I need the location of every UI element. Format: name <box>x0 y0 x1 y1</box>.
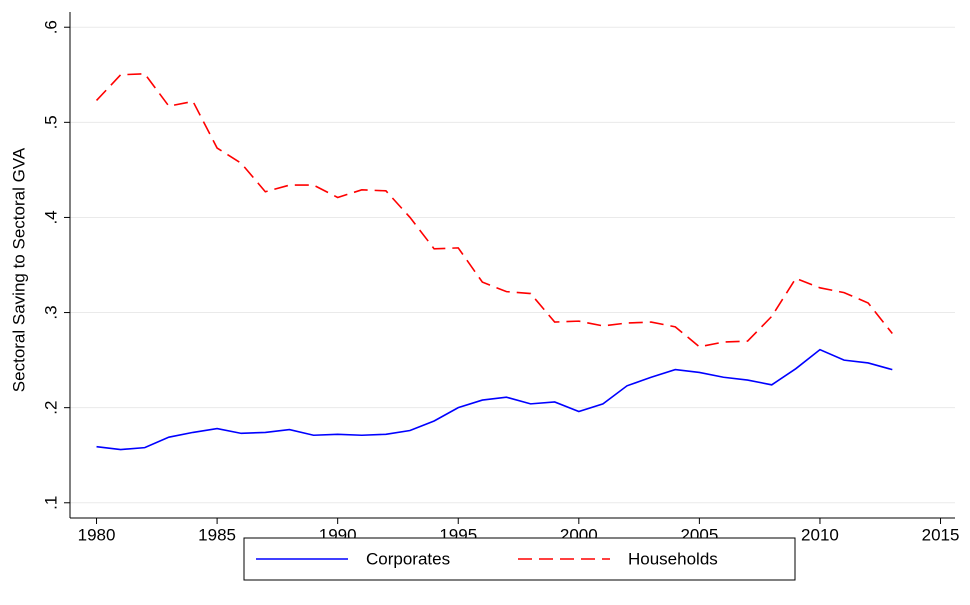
y-tick-label: .2 <box>41 401 60 415</box>
series-line <box>96 348 893 451</box>
y-tick-label: .5 <box>41 115 60 129</box>
x-tick-label: 1980 <box>78 525 116 544</box>
y-tick-label: .3 <box>41 305 60 319</box>
y-tick-label: .1 <box>41 496 60 510</box>
y-axis-label: Sectoral Saving to Sectoral GVA <box>9 147 28 392</box>
x-tick-label: 2010 <box>801 525 839 544</box>
legend-label: Households <box>628 549 718 568</box>
legend-label: Corporates <box>366 549 450 568</box>
series-line <box>95 73 893 348</box>
y-tick-label: .4 <box>41 210 60 224</box>
y-tick-label: .6 <box>41 20 60 34</box>
x-tick-label: 1985 <box>198 525 236 544</box>
x-tick-label: 2015 <box>922 525 960 544</box>
